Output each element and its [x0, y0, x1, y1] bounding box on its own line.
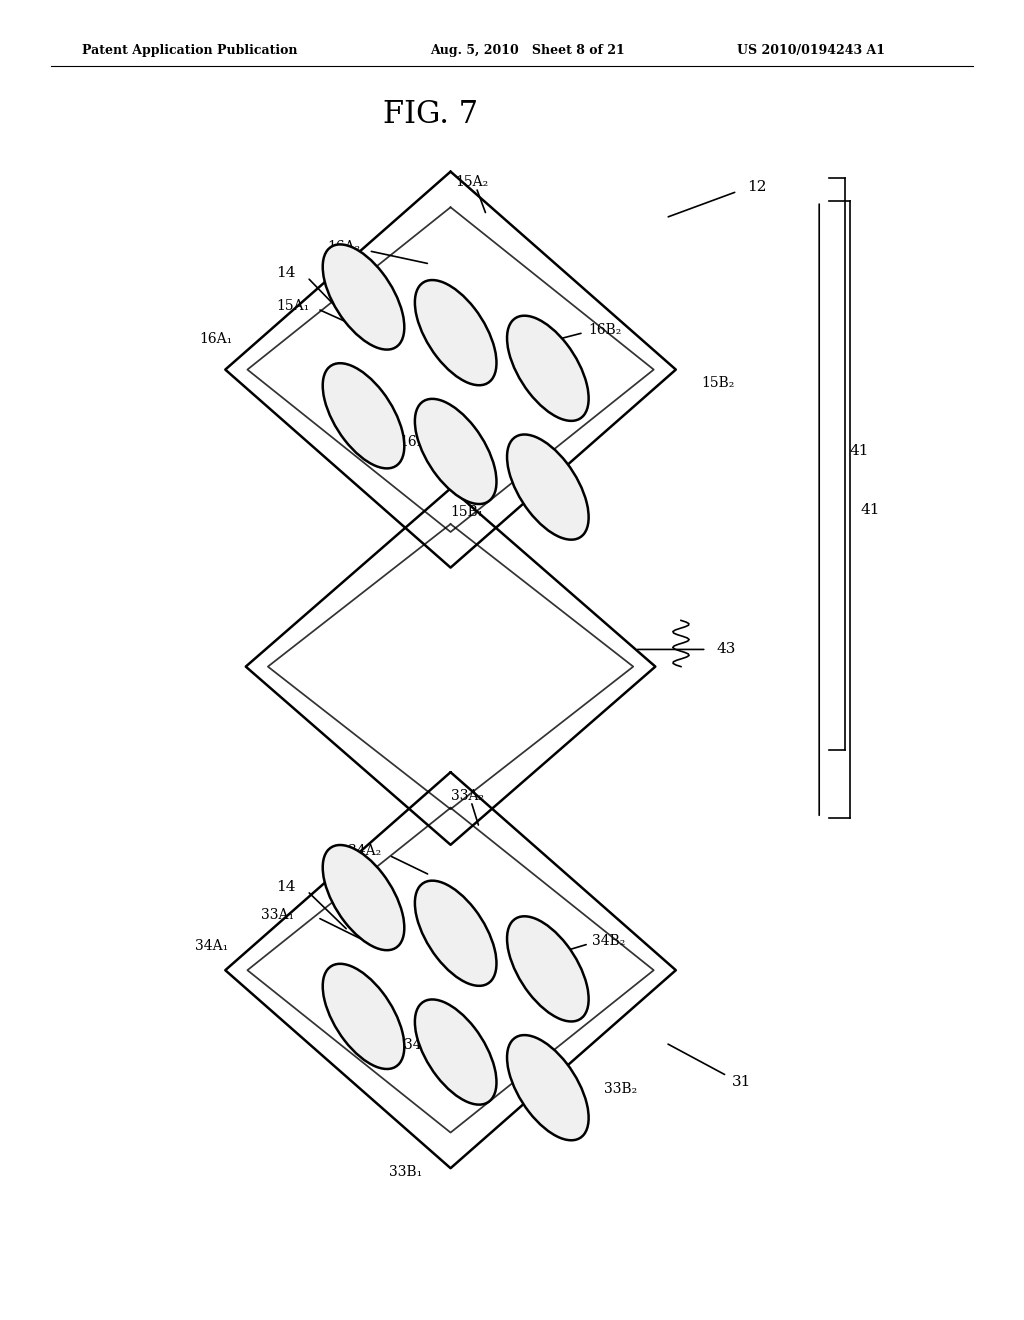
Text: 34B₁: 34B₁	[404, 1039, 437, 1052]
Text: 33A₁: 33A₁	[261, 908, 294, 921]
Text: 34B₂: 34B₂	[592, 935, 626, 948]
Text: 31: 31	[732, 1076, 752, 1089]
Text: US 2010/0194243 A1: US 2010/0194243 A1	[737, 44, 886, 57]
Ellipse shape	[415, 880, 497, 986]
Text: 33B₂: 33B₂	[604, 1082, 637, 1096]
Text: 34A₂: 34A₂	[348, 845, 381, 858]
Ellipse shape	[323, 845, 404, 950]
Text: 33B₁: 33B₁	[389, 1166, 422, 1179]
Text: Patent Application Publication: Patent Application Publication	[82, 44, 297, 57]
Text: 16B₂: 16B₂	[589, 323, 623, 337]
Text: 16A₁: 16A₁	[200, 333, 232, 346]
Text: 43: 43	[717, 643, 736, 656]
Text: 33A₂: 33A₂	[451, 789, 483, 803]
Ellipse shape	[507, 916, 589, 1022]
Ellipse shape	[323, 244, 404, 350]
Text: 15B₂: 15B₂	[701, 376, 735, 389]
Ellipse shape	[415, 280, 497, 385]
Ellipse shape	[323, 363, 404, 469]
Text: Aug. 5, 2010   Sheet 8 of 21: Aug. 5, 2010 Sheet 8 of 21	[430, 44, 625, 57]
Text: FIG. 7: FIG. 7	[383, 99, 477, 131]
Text: 15B₁: 15B₁	[451, 506, 483, 519]
Text: 16A₂: 16A₂	[328, 240, 360, 253]
Ellipse shape	[415, 399, 497, 504]
Text: 15A₁: 15A₁	[276, 300, 309, 313]
Text: 16B₁: 16B₁	[399, 436, 432, 449]
Text: 12: 12	[748, 181, 767, 194]
Text: 34A₁: 34A₁	[195, 940, 227, 953]
Text: 14: 14	[276, 267, 296, 280]
Ellipse shape	[507, 434, 589, 540]
Text: 14: 14	[276, 880, 296, 894]
Text: 41: 41	[860, 503, 880, 516]
Ellipse shape	[415, 999, 497, 1105]
Ellipse shape	[507, 1035, 589, 1140]
Ellipse shape	[323, 964, 404, 1069]
Text: 15A₂: 15A₂	[456, 176, 488, 189]
Ellipse shape	[507, 315, 589, 421]
Text: 41: 41	[850, 444, 869, 458]
